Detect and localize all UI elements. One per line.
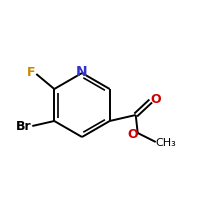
Text: Br: Br <box>15 119 31 132</box>
Text: CH₃: CH₃ <box>155 138 176 148</box>
Text: O: O <box>127 128 138 141</box>
Text: N: N <box>76 64 88 78</box>
Text: F: F <box>27 66 36 79</box>
Text: O: O <box>150 92 161 106</box>
